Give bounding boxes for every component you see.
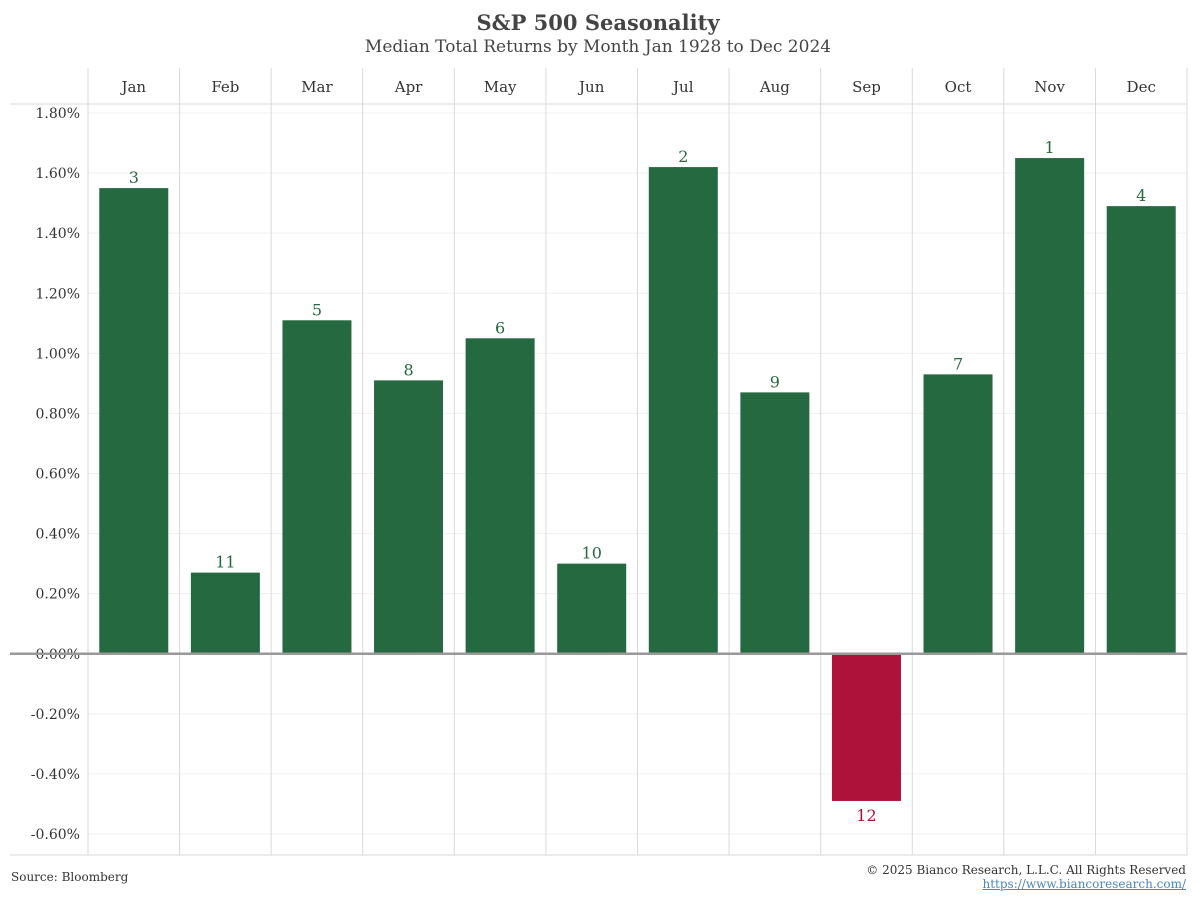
x-tick-label: May [484, 78, 517, 96]
x-tick-label: Sep [852, 78, 881, 96]
y-tick-label: 1.80% [36, 106, 80, 122]
chart-subtitle: Median Total Returns by Month Jan 1928 t… [364, 37, 832, 57]
bar-apr [374, 380, 444, 654]
x-tick-label: Oct [945, 78, 972, 96]
bar-label: 12 [856, 806, 876, 825]
x-tick-label: Mar [301, 78, 333, 96]
bar-feb [190, 572, 260, 654]
bar-jun [557, 563, 627, 654]
y-tick-label: 1.20% [36, 286, 80, 302]
chart-frame [10, 68, 1188, 856]
x-tick-label: Dec [1127, 78, 1156, 96]
y-tick-label: -0.60% [31, 827, 80, 843]
y-tick-label: 1.60% [36, 166, 80, 182]
chart-title: S&P 500 Seasonality [476, 10, 720, 35]
bar-mar [282, 320, 352, 654]
y-tick-label: -0.40% [31, 767, 80, 783]
bar-label: 2 [678, 147, 688, 166]
copyright-text: © 2025 Bianco Research, L.L.C. All Right… [866, 863, 1186, 877]
bar-label: 3 [129, 168, 139, 187]
x-tick-label: Aug [759, 78, 790, 96]
x-tick-label: Nov [1034, 78, 1065, 96]
bar-label: 10 [582, 544, 602, 563]
bar-label: 5 [312, 300, 322, 319]
y-axis: 1.80% 1.60% 1.40% 1.20% 1.00% 0.80% 0.60% 0.40%… [31, 106, 80, 843]
bar-label: 8 [403, 360, 413, 379]
bar-nov [1015, 158, 1085, 654]
website-link[interactable]: https://www.biancoresearch.com/ [982, 877, 1186, 891]
y-tick-label: 1.40% [36, 226, 80, 242]
y-tick-label: 1.00% [36, 346, 80, 362]
x-tick-label: Apr [394, 78, 423, 96]
x-axis: Jan Feb Mar Apr May Jun Jul Aug Sep Oct Nov Dec [119, 78, 1155, 96]
y-tick-label: 0.20% [36, 587, 80, 603]
bar-label: 6 [495, 318, 505, 337]
bar-label: 4 [1136, 186, 1146, 205]
y-tick-label: 0.40% [36, 527, 80, 543]
y-tick-label: 0.60% [36, 467, 80, 483]
y-tick-label: 0.80% [36, 406, 80, 422]
x-tick-label: Jul [671, 78, 694, 96]
bar-label: 11 [215, 553, 235, 572]
bar-label: 9 [770, 372, 780, 391]
bar-dec [1106, 206, 1176, 654]
bar-jan [99, 188, 169, 654]
x-tick-label: Jan [119, 78, 146, 96]
bar-aug [740, 392, 810, 654]
bar-oct [923, 374, 993, 654]
y-tick-label: -0.20% [31, 707, 80, 723]
x-tick-label: Feb [211, 78, 239, 96]
bar-may [465, 338, 535, 654]
bar-sep [831, 653, 901, 801]
bar-label: 1 [1045, 138, 1055, 157]
bar-label: 7 [953, 354, 963, 373]
data-labels: 3 11 5 8 6 10 2 9 12 7 1 4 [129, 138, 1147, 825]
bar-jul [648, 167, 718, 654]
copyright-block: © 2025 Bianco Research, L.L.C. All Right… [866, 863, 1186, 891]
x-tick-label: Jun [577, 78, 605, 96]
bars [99, 158, 1176, 801]
source-note: Source: Bloomberg [11, 870, 129, 884]
